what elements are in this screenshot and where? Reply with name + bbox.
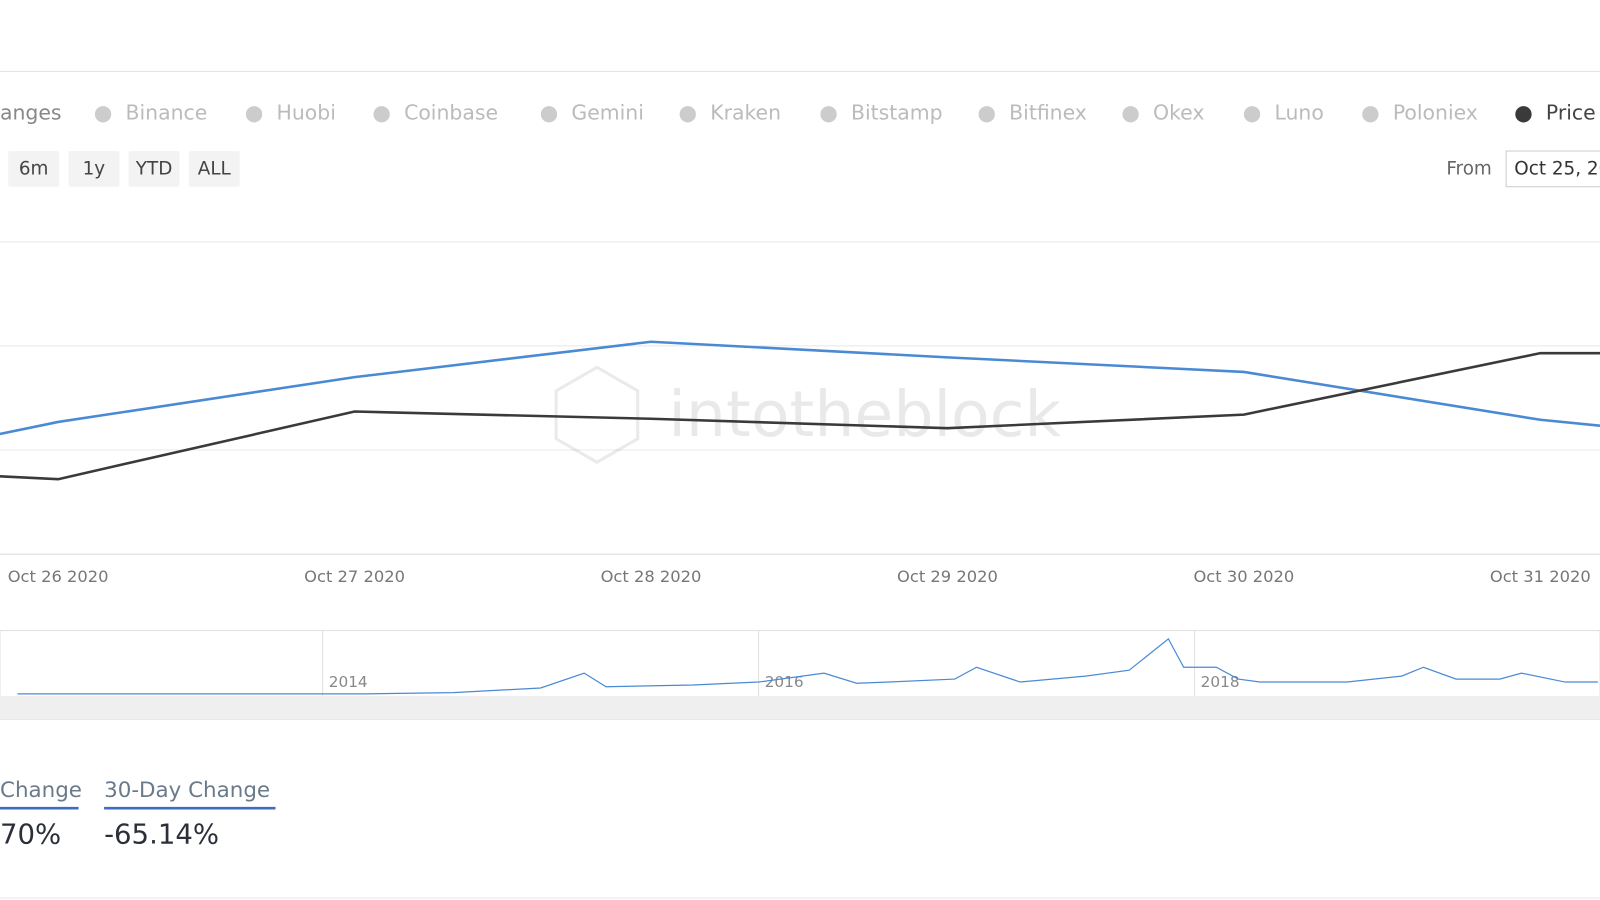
legend-dot[interactable] <box>373 106 390 123</box>
stat-label[interactable]: 30-Day Change <box>104 778 270 803</box>
stat-value: 70% <box>0 819 61 851</box>
legend-label[interactable]: Bitfinex <box>1009 100 1087 124</box>
date-input-value[interactable]: Oct 25, 20 <box>1514 158 1600 179</box>
date-input[interactable] <box>1505 150 1600 188</box>
range-button[interactable] <box>128 151 180 187</box>
navigator-scrollbar[interactable] <box>0 695 1600 720</box>
stat-label[interactable]: Change <box>0 778 82 803</box>
range-button[interactable] <box>68 151 120 187</box>
navigator-tick-label: 2018 <box>1201 673 1240 691</box>
legend-dot[interactable] <box>1515 106 1532 123</box>
range-button-label[interactable]: 1y <box>83 158 106 179</box>
watermark-logo <box>554 365 640 465</box>
legend-dot[interactable] <box>245 106 263 123</box>
series-line <box>0 351 1600 481</box>
range-button[interactable] <box>8 151 60 187</box>
x-tick-label: Oct 29 2020 <box>897 567 998 586</box>
legend-dot[interactable] <box>978 106 995 123</box>
legend-label[interactable]: Huobi <box>277 100 336 124</box>
navigator-tick-label: 2016 <box>765 673 804 691</box>
x-tick-label: Oct 26 2020 <box>8 567 109 586</box>
legend-label[interactable]: Okex <box>1153 100 1204 124</box>
x-tick-label: Oct 31 2020 <box>1490 567 1591 586</box>
stat-value: -65.14% <box>104 819 219 851</box>
x-tick-label: Oct 28 2020 <box>601 567 702 586</box>
legend-label[interactable]: Price <box>1546 100 1596 124</box>
legend-label[interactable]: Luno <box>1274 100 1323 124</box>
range-button-label[interactable]: YTD <box>135 158 173 179</box>
legend-label[interactable]: Poloniex <box>1393 100 1478 124</box>
watermark: intotheblock <box>554 365 1062 465</box>
legend-dot[interactable] <box>540 106 558 123</box>
content: Binance Huobi Coinbase Gemini Kraken Bitstamp… <box>0 100 1600 851</box>
legend-label[interactable]: Kraken <box>710 100 781 124</box>
legend-label[interactable]: Bitstamp <box>851 100 943 124</box>
legend-dot[interactable] <box>679 106 696 123</box>
legend-label[interactable]: Gemini <box>571 100 643 124</box>
navigator-tick-label: 2014 <box>329 673 368 691</box>
range-button-label[interactable]: ALL <box>198 158 232 179</box>
legend-dot[interactable] <box>94 106 112 123</box>
x-tick-label: Oct 30 2020 <box>1193 567 1294 586</box>
navigator-line <box>17 637 1598 695</box>
legend-dot[interactable] <box>1362 106 1379 123</box>
legend-dot[interactable] <box>1243 106 1261 123</box>
legend-dot[interactable] <box>820 106 837 123</box>
watermark-text: intotheblock <box>668 377 1061 451</box>
range-button-label[interactable]: 6m <box>19 158 49 179</box>
legend-label[interactable]: Binance <box>126 100 208 124</box>
legend-title: anges <box>0 100 62 124</box>
legend-label[interactable]: Coinbase <box>404 100 498 124</box>
from-label: From <box>1446 158 1492 179</box>
range-button[interactable] <box>188 151 240 187</box>
x-tick-label: Oct 27 2020 <box>304 567 405 586</box>
legend-dot[interactable] <box>1122 106 1139 123</box>
series-line <box>0 340 1600 436</box>
